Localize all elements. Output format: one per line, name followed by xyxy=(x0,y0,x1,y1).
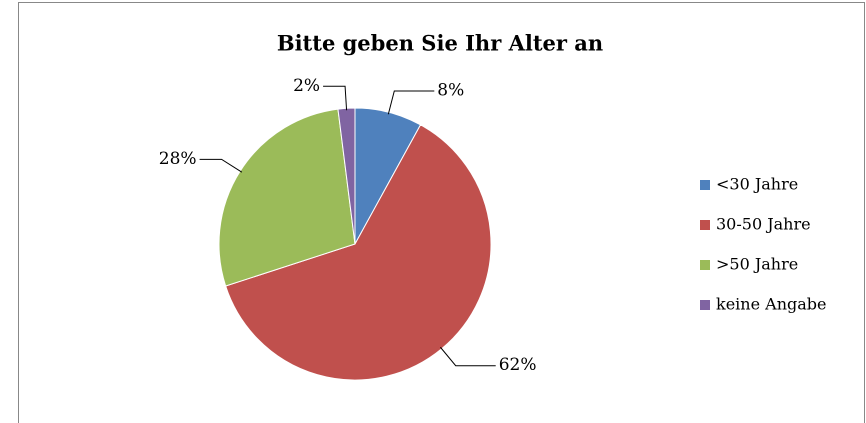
legend-label: >50 Jahre xyxy=(716,255,798,274)
legend-swatch xyxy=(700,260,710,270)
leader-line xyxy=(199,158,243,173)
data-label: 28% xyxy=(159,149,197,169)
leader-line xyxy=(387,90,435,115)
legend-swatch xyxy=(700,300,710,310)
data-label: 2% xyxy=(293,76,320,96)
legend-label: 30-50 Jahre xyxy=(716,215,811,234)
chart-title: Bitte geben Sie Ihr Alter an xyxy=(277,31,603,56)
data-label: 8% xyxy=(437,80,464,100)
legend-label: <30 Jahre xyxy=(716,175,798,194)
leader-line xyxy=(440,346,496,367)
legend-swatch xyxy=(700,180,710,190)
legend-label: keine Angabe xyxy=(716,295,827,314)
legend-swatch xyxy=(700,220,710,230)
data-label: 62% xyxy=(499,355,537,375)
leader-line xyxy=(323,85,348,111)
